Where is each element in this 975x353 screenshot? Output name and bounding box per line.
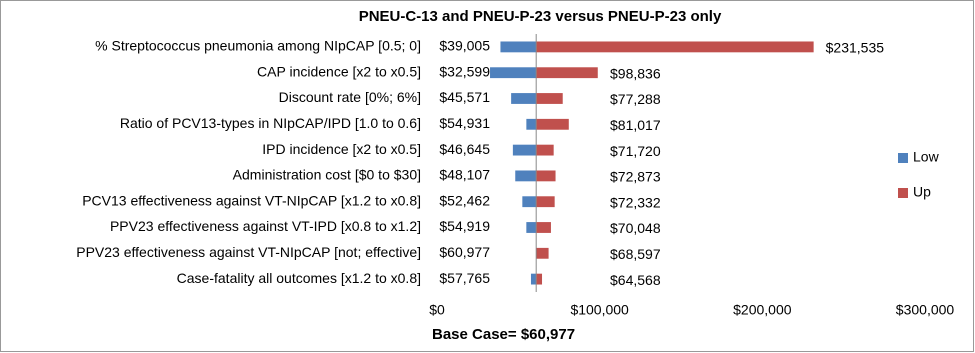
value-label: $81,017 — [610, 117, 661, 133]
bar — [536, 273, 543, 285]
value-label: $48,107 — [439, 167, 490, 183]
value-label: $72,873 — [610, 169, 661, 185]
value-label: $52,462 — [439, 192, 490, 208]
value-label: $71,720 — [610, 143, 661, 159]
value-label: $77,288 — [610, 91, 661, 107]
chart-title: PNEU-C-13 and PNEU-P-23 versus PNEU-P-23… — [359, 8, 722, 25]
value-label: $68,597 — [610, 246, 661, 262]
bar — [536, 118, 569, 130]
value-label: $57,765 — [439, 270, 490, 286]
bar — [536, 41, 814, 53]
category-label: Discount rate [0%; 6%] — [279, 89, 421, 105]
value-label: $46,645 — [439, 141, 490, 157]
bar — [536, 247, 549, 259]
category-label: PPV23 effectiveness against VT-IPD [x0.8… — [110, 218, 421, 234]
value-label: $39,005 — [439, 38, 490, 54]
bar — [500, 41, 537, 53]
value-label: $98,836 — [610, 65, 661, 81]
category-label: IPD incidence [x2 to x0.5] — [262, 141, 421, 157]
bar — [526, 118, 537, 130]
value-label: $54,919 — [439, 218, 490, 234]
value-label: $72,332 — [610, 194, 661, 210]
legend-swatch — [898, 153, 908, 163]
value-label: $60,977 — [439, 244, 490, 260]
x-tick-label: $200,000 — [733, 302, 792, 318]
bar — [526, 222, 537, 233]
value-label: $64,568 — [610, 272, 661, 288]
bar — [490, 67, 537, 79]
category-label: Ratio of PCV13-types in NIpCAP/IPD [1.0 … — [120, 115, 421, 131]
bar — [511, 93, 537, 104]
category-label: Case-fatality all outcomes [x1.2 to x0.8… — [177, 270, 421, 286]
x-tick-label: $0 — [429, 302, 445, 318]
x-tick-label: $300,000 — [896, 302, 955, 318]
bar — [530, 273, 537, 285]
value-label: $231,535 — [826, 40, 885, 56]
base-case-label: Base Case= $60,977 — [432, 326, 575, 343]
category-label: PCV13 effectiveness against VT-NIpCAP [x… — [82, 192, 421, 208]
value-label: $70,048 — [610, 220, 661, 236]
bar — [522, 196, 537, 208]
bar — [536, 93, 563, 104]
legend-label: Up — [913, 184, 931, 200]
value-label: $32,599 — [439, 63, 490, 79]
category-label: Administration cost [$0 to $30] — [233, 167, 421, 183]
category-label: CAP incidence [x2 to x0.5] — [257, 63, 421, 79]
x-tick-label: $100,000 — [570, 302, 629, 318]
bar — [515, 170, 537, 182]
category-label: % Streptococcus pneumonia among NIpCAP [… — [95, 38, 421, 54]
category-label: PPV23 effectiveness against VT-NIpCAP [n… — [76, 244, 421, 260]
bar — [512, 144, 537, 156]
bar — [536, 170, 556, 182]
value-label: $54,931 — [439, 115, 490, 131]
bar — [536, 67, 598, 79]
legend-swatch — [898, 188, 908, 198]
bar — [536, 222, 551, 233]
legend-label: Low — [913, 149, 940, 165]
value-label: $45,571 — [439, 89, 490, 105]
bar — [536, 196, 555, 208]
bar — [536, 144, 554, 156]
